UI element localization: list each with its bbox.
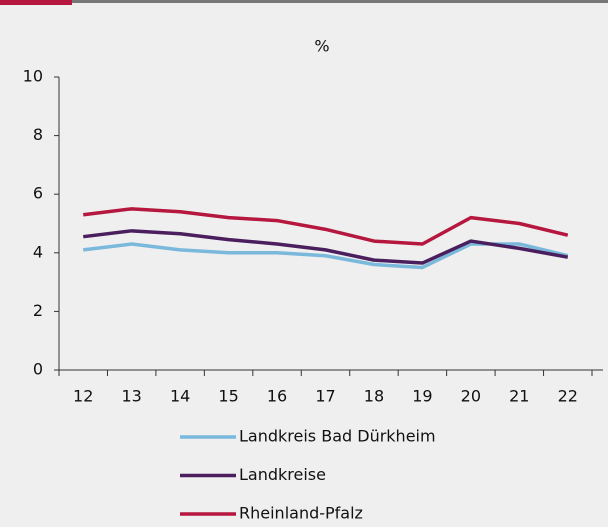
x-tick-label: 19 [412, 387, 432, 406]
y-tick-label: 2 [33, 301, 43, 320]
x-tick-label: 17 [315, 387, 335, 406]
top-rule [0, 0, 608, 3]
legend-label: Landkreis Bad Dürkheim [239, 427, 436, 446]
y-tick-label: 8 [33, 125, 43, 144]
chart-title: % [314, 37, 329, 56]
x-tick-label: 22 [558, 387, 578, 406]
top-accent [0, 0, 72, 5]
series-line [83, 207, 569, 246]
x-tick-label: 13 [122, 387, 142, 406]
x-tick-label: 16 [267, 387, 287, 406]
x-tick-label: 15 [218, 387, 238, 406]
series-line [83, 229, 569, 265]
legend-label: Landkreise [239, 465, 326, 484]
y-tick-label: 6 [33, 184, 43, 203]
legend-label: Rheinland-Pfalz [239, 504, 363, 523]
x-tick-label: 20 [461, 387, 481, 406]
x-tick-label: 18 [364, 387, 384, 406]
x-tick-label: 14 [170, 387, 190, 406]
y-tick-label: 0 [33, 360, 43, 379]
y-tick-label: 4 [33, 242, 43, 261]
y-tick-label: 10 [23, 67, 43, 86]
x-tick-label: 21 [509, 387, 529, 406]
x-tick-label: 12 [73, 387, 93, 406]
